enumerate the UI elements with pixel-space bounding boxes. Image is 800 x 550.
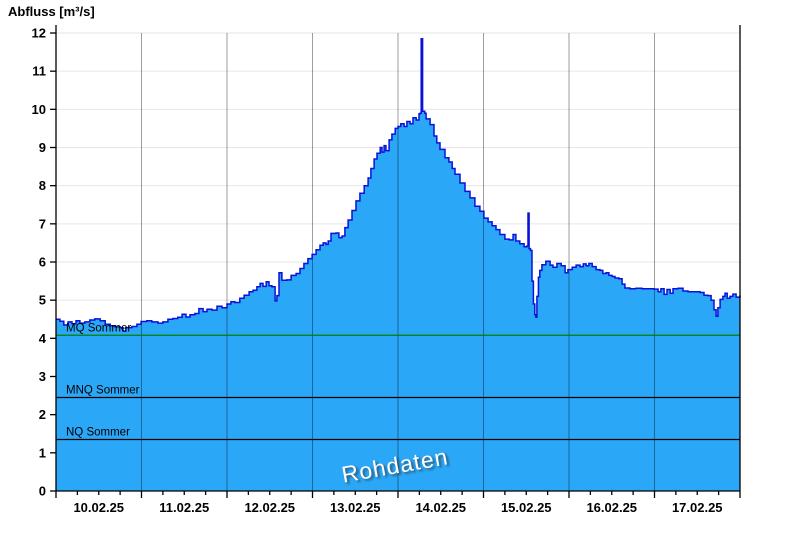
- svg-text:11.02.25: 11.02.25: [159, 500, 209, 515]
- svg-text:17.02.25: 17.02.25: [672, 500, 723, 515]
- ref-line-mq: MQ Sommer: [56, 322, 740, 336]
- svg-text:10: 10: [32, 102, 46, 117]
- svg-text:16.02.25: 16.02.25: [586, 500, 637, 515]
- svg-text:9: 9: [39, 140, 46, 155]
- ref-line-label: MQ Sommer: [66, 322, 131, 334]
- svg-text:3: 3: [39, 369, 46, 384]
- svg-text:0: 0: [39, 484, 46, 499]
- svg-text:5: 5: [39, 293, 46, 308]
- ref-line-nq: NQ Sommer: [56, 426, 740, 441]
- ref-line-label: MNQ Sommer: [66, 384, 140, 396]
- svg-text:2: 2: [39, 407, 46, 422]
- svg-text:12: 12: [32, 26, 46, 41]
- svg-text:7: 7: [39, 216, 46, 231]
- svg-text:12.02.25: 12.02.25: [244, 500, 295, 515]
- discharge-area: [56, 38, 740, 491]
- svg-text:10.02.25: 10.02.25: [73, 500, 124, 515]
- axes: [50, 25, 741, 498]
- svg-text:4: 4: [39, 331, 47, 346]
- v-gridlines: [141, 33, 655, 491]
- svg-text:8: 8: [39, 178, 46, 193]
- svg-text:14.02.25: 14.02.25: [415, 500, 466, 515]
- svg-text:1: 1: [39, 445, 46, 460]
- ref-line-label: NQ Sommer: [66, 426, 130, 438]
- svg-text:6: 6: [39, 255, 46, 270]
- svg-text:15.02.25: 15.02.25: [501, 500, 552, 515]
- svg-text:11: 11: [32, 64, 46, 79]
- ref-line-mnq: MNQ Sommer: [56, 384, 740, 399]
- discharge-line: [56, 37, 741, 332]
- svg-text:13.02.25: 13.02.25: [330, 500, 381, 515]
- y-axis-title: Abfluss [m³/s]: [8, 4, 95, 19]
- x-tick-labels: 10.02.25 11.02.25 12.02.25 13.02.25 14.02.25…: [73, 500, 722, 515]
